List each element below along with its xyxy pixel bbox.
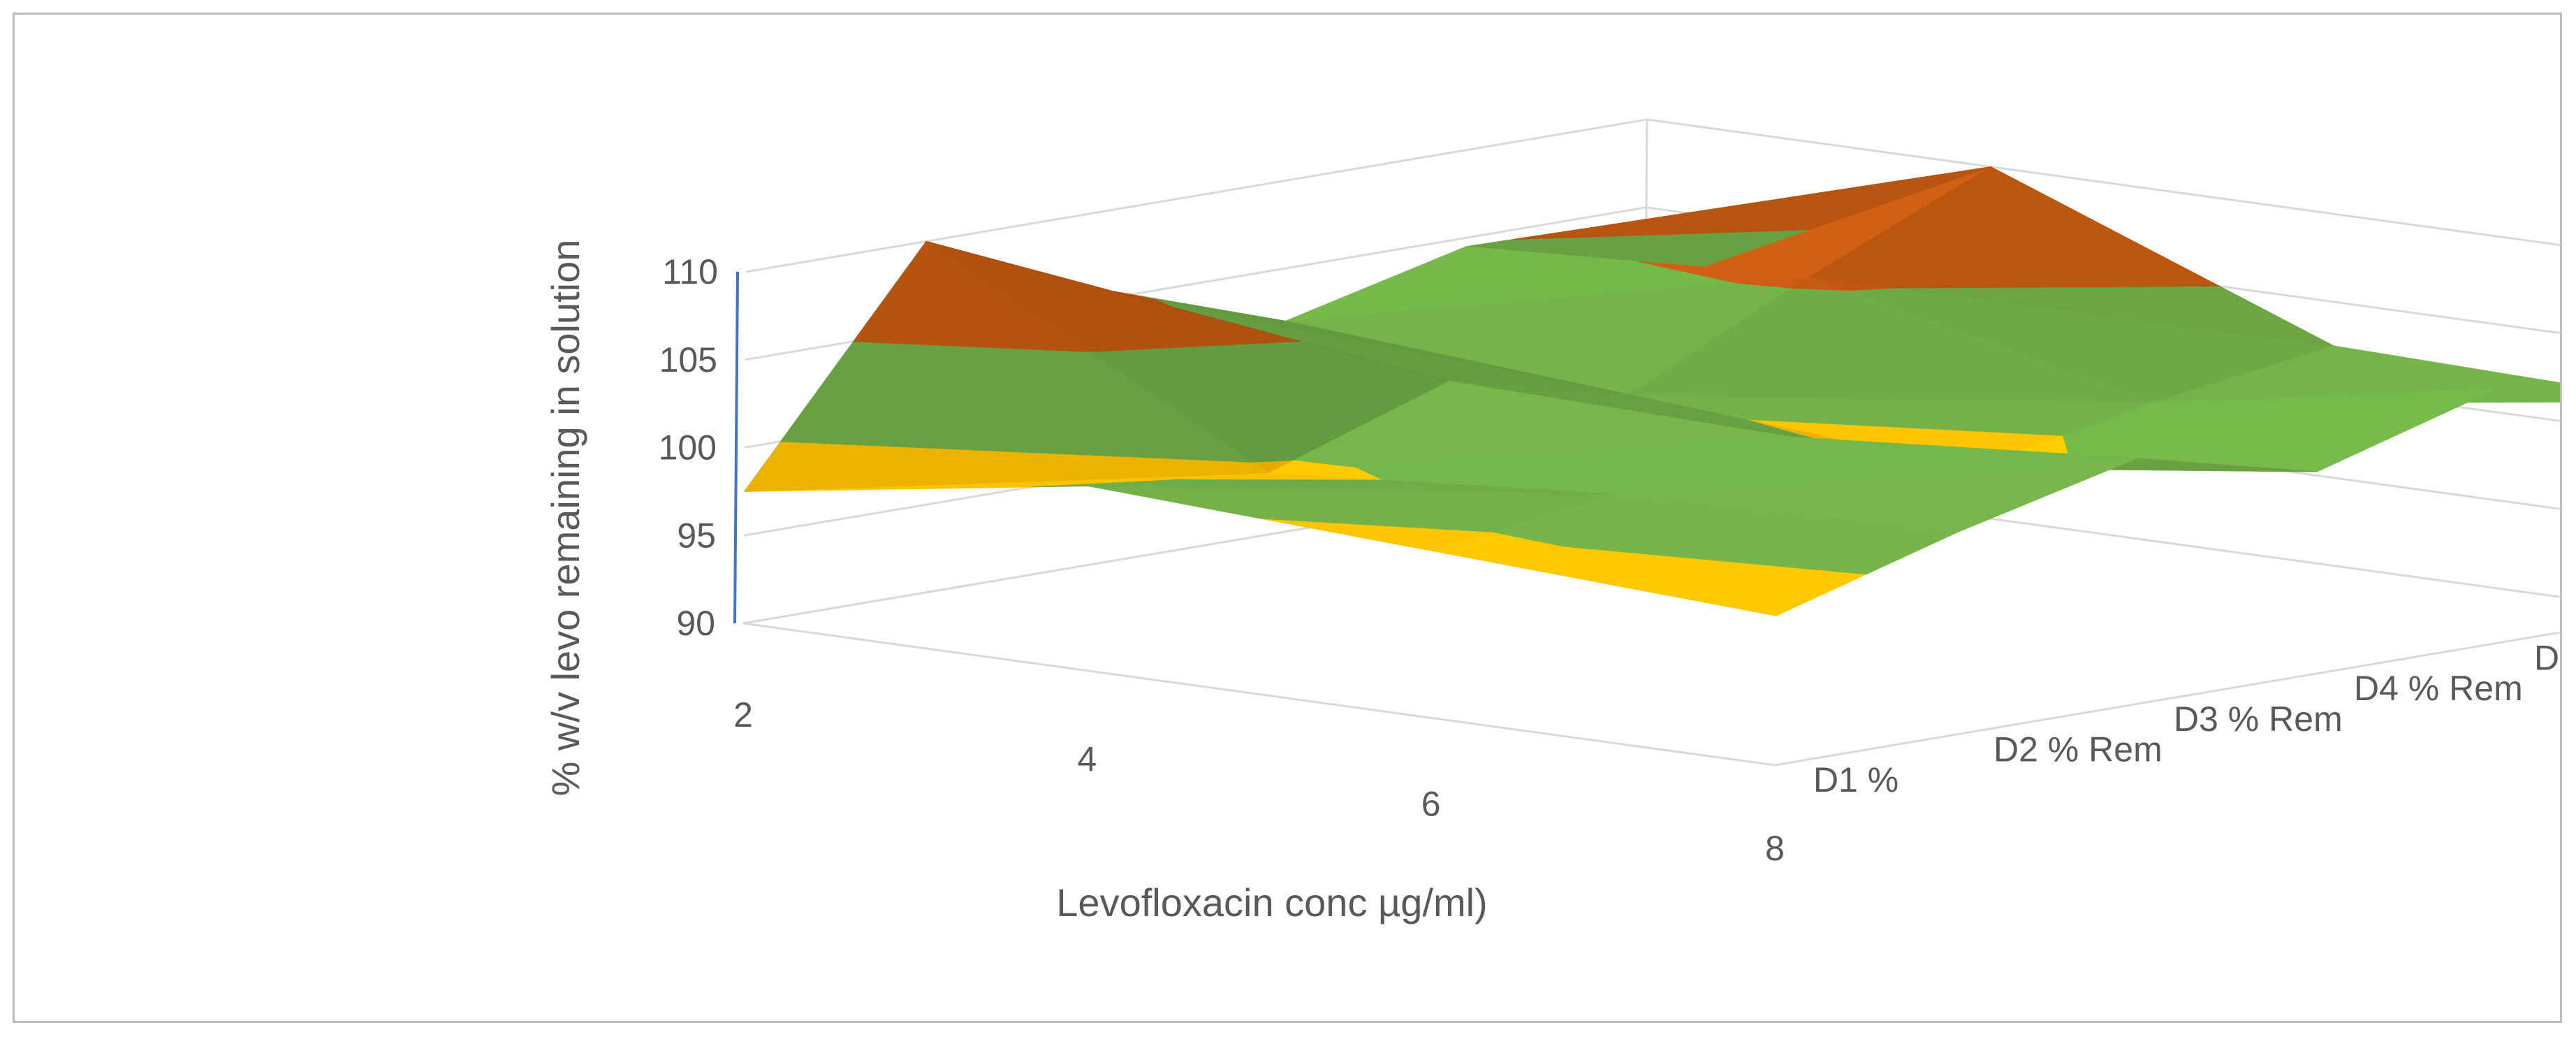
surface-plot (743, 166, 2560, 616)
surface-facet (1612, 437, 2137, 495)
x-axis-ticks: 2 4 6 8 (733, 695, 1785, 868)
y-tick-label: 95 (677, 516, 716, 555)
depth-tick-label: D3 % Rem (2174, 699, 2343, 739)
x-tick-label: 6 (1421, 784, 1441, 823)
surface-facet (1492, 493, 1957, 547)
x-tick-label: 2 (733, 695, 753, 734)
surface-facet (852, 240, 1091, 352)
vertical-axis-line (733, 271, 739, 624)
x-tick-label: 8 (1765, 829, 1785, 868)
y-tick-label: 90 (676, 604, 715, 643)
chart-frame: 90 95 100 105 110 2 4 6 8 D1 % D2 % Rem D3 % Rem D… (13, 13, 2562, 1023)
surface-facet (2063, 388, 2498, 454)
y-tick-label: 105 (659, 340, 717, 379)
surface-chart: 90 95 100 105 110 2 4 6 8 D1 % D2 % Rem D3 % Rem D… (543, 118, 2560, 924)
depth-tick-label: D5 % Rem (2534, 639, 2560, 678)
surface-facet (925, 240, 1301, 342)
x-tick-label: 4 (1077, 740, 1097, 779)
surface-facet (1790, 275, 1849, 291)
y-tick-label: 100 (659, 428, 717, 467)
surface-facet (1514, 166, 1991, 240)
depth-tick-label: D4 % Rem (2354, 669, 2523, 708)
x-axis-title: Levofloxacin conc µg/ml) (1056, 880, 1487, 924)
vertical-axis-ticks: 90 95 100 105 110 (659, 252, 718, 643)
depth-tick-label: D2 % Rem (1993, 730, 2162, 769)
y-tick-label: 110 (662, 252, 718, 291)
surface-facet (1106, 289, 1159, 301)
floor-edge (742, 622, 1776, 767)
surface-facet (1808, 166, 2220, 289)
depth-tick-label: D1 % (1813, 760, 1898, 799)
surface-facet (1638, 261, 1810, 284)
surface-facet (1293, 380, 1794, 468)
y-axis-title: % w/v levo remaining in solution (543, 240, 587, 797)
floor-edge (1774, 631, 2560, 767)
surface-facet (1088, 479, 1613, 495)
